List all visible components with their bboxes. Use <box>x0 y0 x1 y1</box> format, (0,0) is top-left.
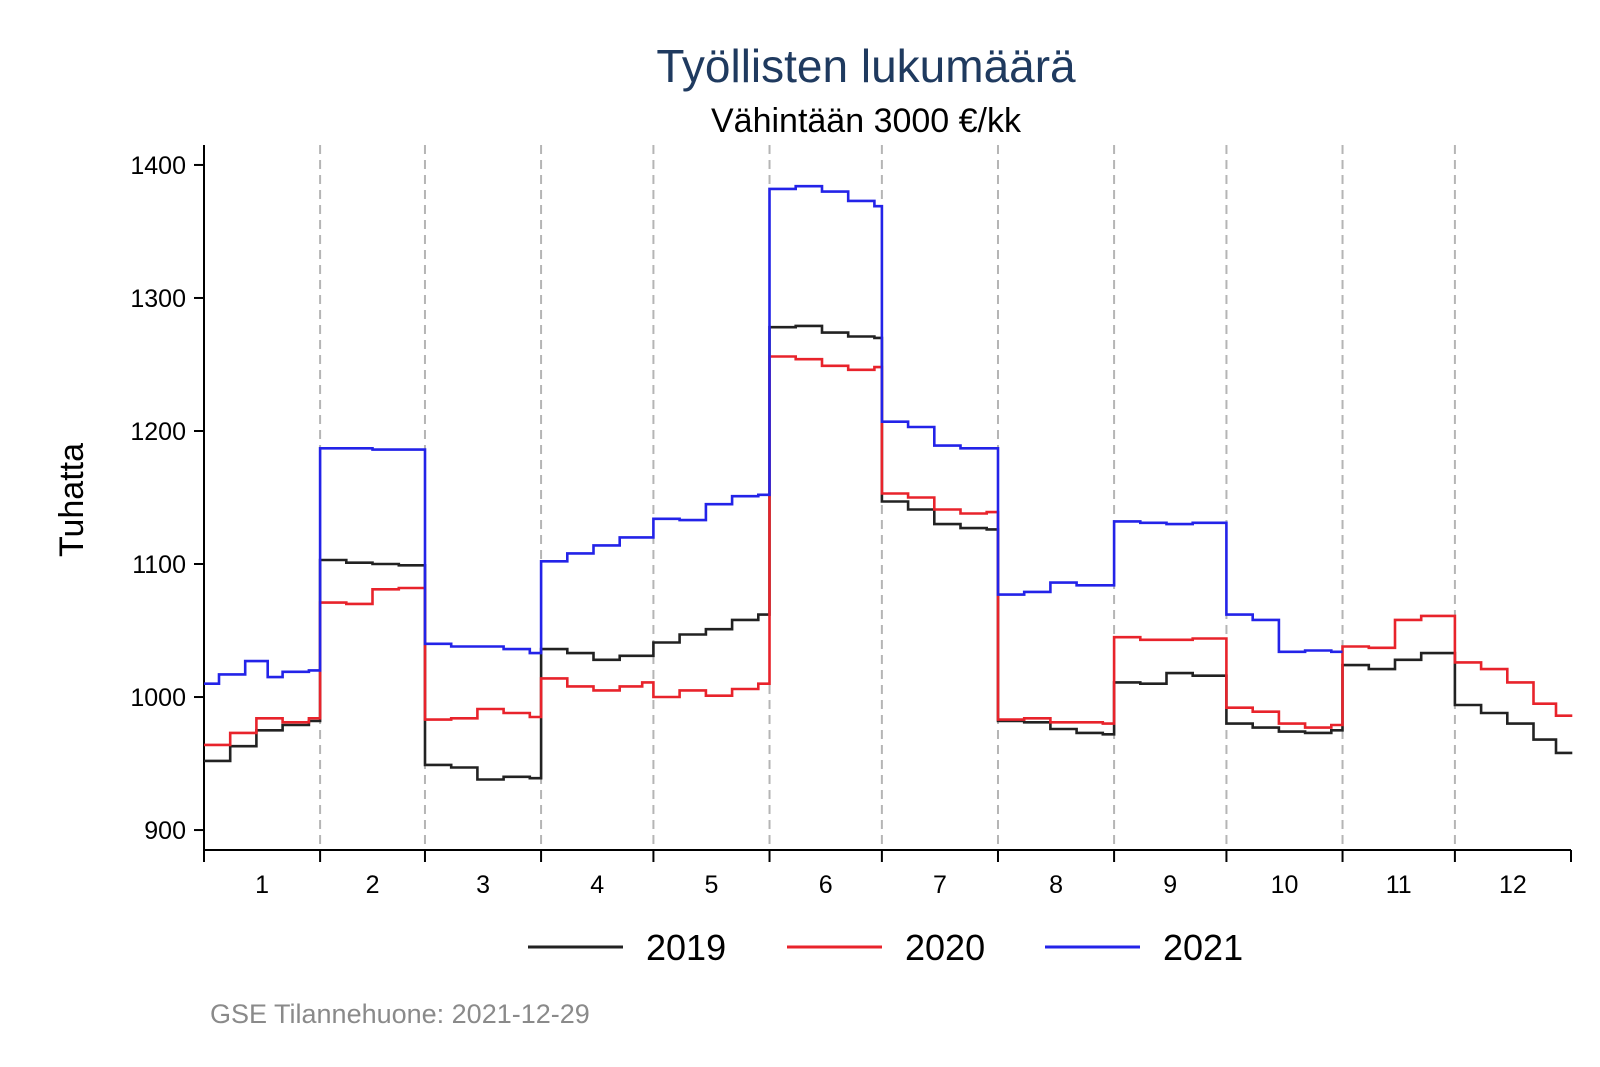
series-line-2019 <box>204 324 1573 781</box>
legend-label-2019: 2019 <box>646 927 726 968</box>
y-axis-label: Tuhatta <box>53 443 91 557</box>
y-tick-label-1400: 1400 <box>130 152 186 180</box>
x-tick-label-7: 7 <box>933 871 947 899</box>
x-tick-label-9: 9 <box>1163 871 1177 899</box>
y-axis: 900 1000 1100 1200 1300 1400 <box>130 145 205 850</box>
legend: 2019 2020 2021 <box>528 927 1243 968</box>
x-tick-label-6: 6 <box>819 871 833 899</box>
x-tick-label-4: 4 <box>590 871 604 899</box>
y-tick-label-1100: 1100 <box>132 551 186 579</box>
y-tick-label-900: 900 <box>144 817 186 845</box>
legend-label-2020: 2020 <box>905 927 985 968</box>
chart-title: Työllisten lukumäärä <box>656 40 1076 92</box>
x-tick-label-11: 11 <box>1386 871 1412 899</box>
series-line-2020 <box>204 355 1573 747</box>
x-tick-label-12: 12 <box>1499 871 1527 899</box>
x-tick-label-3: 3 <box>476 871 490 899</box>
x-tick-label-1: 1 <box>255 871 269 899</box>
x-tick-label-2: 2 <box>366 871 380 899</box>
legend-label-2021: 2021 <box>1163 927 1243 968</box>
x-tick-label-8: 8 <box>1049 871 1063 899</box>
source-note: GSE Tilannehuone: 2021-12-29 <box>210 999 590 1029</box>
x-tick-label-10: 10 <box>1271 871 1299 899</box>
chart-subtitle: Vähintään 3000 €/kk <box>711 102 1022 140</box>
y-tick-label-1000: 1000 <box>130 684 186 712</box>
y-tick-label-1300: 1300 <box>130 285 186 313</box>
x-axis: 1 2 3 4 5 6 7 8 9 10 11 12 <box>203 849 1572 899</box>
y-tick-label-1200: 1200 <box>130 418 186 446</box>
data-series <box>204 184 1573 781</box>
series-line-2021 <box>204 184 1343 685</box>
gridlines <box>319 145 1456 850</box>
x-tick-label-5: 5 <box>705 871 719 899</box>
